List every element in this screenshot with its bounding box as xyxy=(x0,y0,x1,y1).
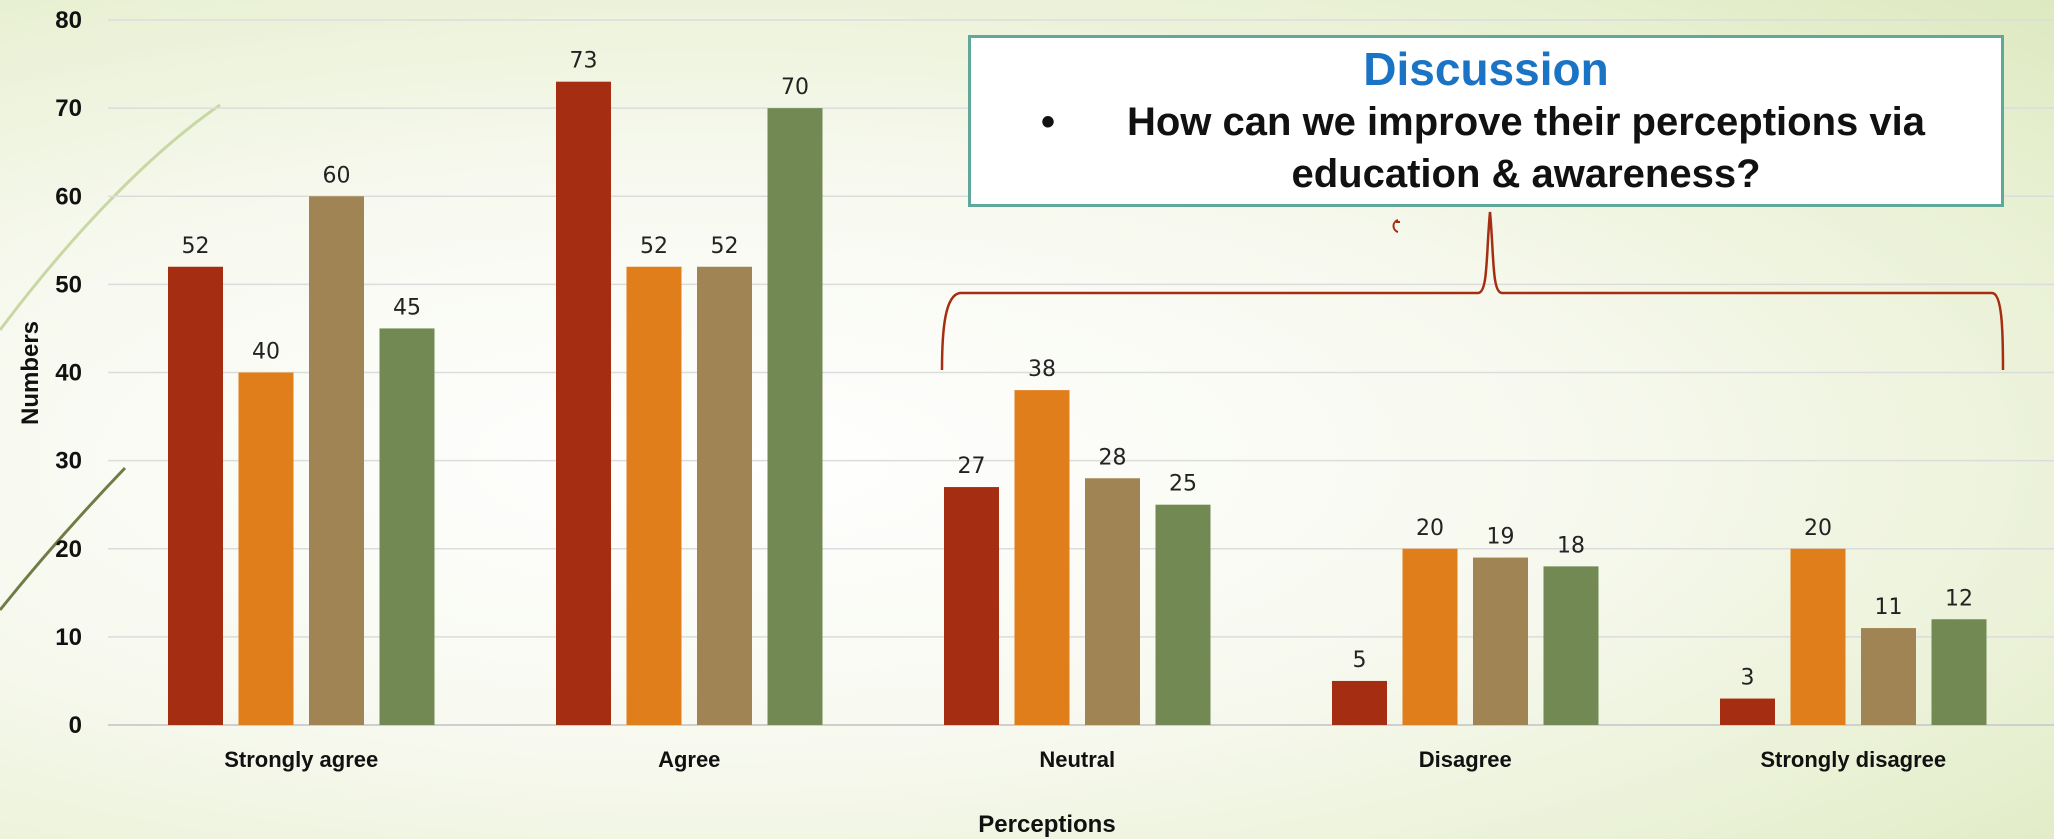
data-label: 52 xyxy=(640,234,668,259)
decorative-curve xyxy=(0,466,127,611)
data-label: 3 xyxy=(1741,666,1755,691)
data-label: 5 xyxy=(1353,648,1367,673)
data-label: 52 xyxy=(182,234,210,259)
x-category-label: Neutral xyxy=(1039,747,1115,772)
brace-mark xyxy=(1392,219,1400,233)
data-label: 19 xyxy=(1487,525,1515,550)
data-label: 11 xyxy=(1875,595,1903,620)
bar xyxy=(1155,504,1211,725)
brace-path xyxy=(940,211,2005,371)
data-label: 60 xyxy=(323,163,351,188)
bar xyxy=(1473,557,1528,725)
bar xyxy=(697,266,752,725)
bar xyxy=(1720,698,1775,725)
bar xyxy=(1014,390,1070,725)
bar xyxy=(626,266,682,725)
bar xyxy=(1861,628,1916,725)
bar xyxy=(1402,548,1458,725)
data-label: 20 xyxy=(1416,516,1444,541)
y-axis-title: Numbers xyxy=(17,321,44,425)
bar xyxy=(556,81,611,725)
data-label: 38 xyxy=(1028,357,1056,382)
bar xyxy=(238,372,294,725)
data-label: 25 xyxy=(1169,472,1197,497)
bar xyxy=(168,266,223,725)
x-category-label: Strongly disagree xyxy=(1760,747,1946,772)
y-tick-label: 70 xyxy=(55,95,82,122)
data-label: 20 xyxy=(1804,516,1832,541)
data-label: 73 xyxy=(570,49,598,74)
bar xyxy=(1543,566,1599,725)
y-tick-label: 50 xyxy=(55,271,82,298)
data-labels: 52 40 60 45 73 52 52 70 27 38 28 25 5 20 19 18 3 20 11 12 xyxy=(182,49,1974,691)
data-label: 52 xyxy=(711,234,739,259)
data-label: 40 xyxy=(252,340,280,365)
data-label: 28 xyxy=(1099,445,1127,470)
y-axis-ticks: 0 10 20 30 40 50 60 70 80 xyxy=(55,7,82,739)
bar xyxy=(1332,680,1387,725)
y-tick-label: 20 xyxy=(55,536,82,563)
x-category-label: Agree xyxy=(658,747,720,772)
x-axis-categories: Strongly agree Agree Neutral Disagree Strong… xyxy=(224,747,1946,772)
bar xyxy=(1790,548,1846,725)
bar xyxy=(379,328,435,725)
bar xyxy=(944,487,999,725)
data-label: 45 xyxy=(393,295,421,320)
data-label: 70 xyxy=(781,75,809,100)
bar xyxy=(1931,619,1987,725)
x-axis-title: Perceptions xyxy=(978,811,1115,838)
y-tick-label: 0 xyxy=(69,712,82,739)
grouping-brace xyxy=(940,211,2005,371)
data-label: 27 xyxy=(958,454,986,479)
y-tick-label: 80 xyxy=(55,7,82,34)
data-label: 18 xyxy=(1557,533,1585,558)
x-category-label: Strongly agree xyxy=(224,747,378,772)
bullet-icon: • xyxy=(1041,100,1056,144)
x-category-label: Disagree xyxy=(1419,747,1512,772)
y-tick-label: 60 xyxy=(55,183,82,210)
decorative-curves xyxy=(0,103,221,611)
bar xyxy=(767,108,823,725)
decorative-curve xyxy=(0,103,221,331)
discussion-callout-box: Discussion • How can we improve their pe… xyxy=(968,35,2004,207)
y-tick-label: 40 xyxy=(55,360,82,387)
bar xyxy=(309,196,364,725)
bar xyxy=(1085,478,1140,725)
callout-bullet-item: • How can we improve their perceptions v… xyxy=(971,96,2001,200)
callout-question: How can we improve their perceptions via… xyxy=(1126,100,1925,196)
callout-title: Discussion xyxy=(1363,43,1609,95)
y-tick-label: 30 xyxy=(55,448,82,475)
data-label: 12 xyxy=(1945,586,1973,611)
bars xyxy=(168,81,1987,725)
y-tick-label: 10 xyxy=(55,624,82,651)
